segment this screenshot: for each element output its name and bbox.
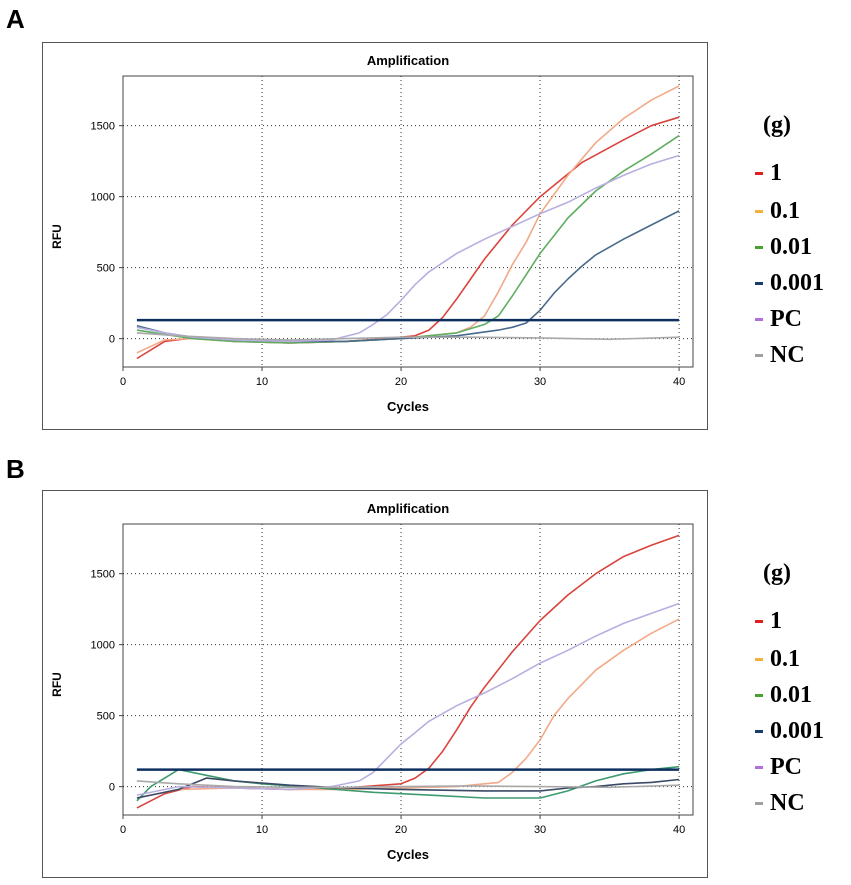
legend-swatch xyxy=(755,172,763,175)
panel-label-b: B xyxy=(6,454,25,484)
y-tick-label: 0 xyxy=(109,782,115,794)
x-tick-label: 30 xyxy=(534,376,546,388)
chart-frame-b: Amplification 0 10 20 30 40 0 500 1000 1500 Cycles… xyxy=(42,490,708,878)
x-tick-label: 0 xyxy=(120,376,126,388)
legend-item-0-001: 0.001 xyxy=(755,270,824,297)
legend-item-0-1: 0.1 xyxy=(755,646,800,673)
plot-area xyxy=(122,523,694,816)
legend-item-pc: PC xyxy=(755,306,802,333)
legend-swatch xyxy=(755,282,763,285)
panel-label-a: A xyxy=(6,4,25,34)
legend-label: 0.001 xyxy=(770,718,824,744)
y-tick-label: 0 xyxy=(109,334,115,346)
y-tick-label: 1000 xyxy=(91,640,115,652)
legend-swatch xyxy=(755,766,763,769)
x-tick-label: 20 xyxy=(395,824,407,836)
legend-swatch xyxy=(755,246,763,249)
legend-item-1: 1 xyxy=(755,160,782,187)
legend-label: 0.01 xyxy=(770,682,812,708)
legend-item-1: 1 xyxy=(755,608,782,635)
series-line-PC xyxy=(136,602,680,796)
legend-swatch xyxy=(755,210,763,213)
chart-title: Amplification xyxy=(367,501,449,516)
x-tick-label: 20 xyxy=(395,376,407,388)
y-axis-label: RFU xyxy=(50,224,64,249)
legend-label: 0.01 xyxy=(770,234,812,260)
x-axis-label: Cycles xyxy=(387,399,429,414)
series-line-NC xyxy=(136,332,680,341)
legend-item-0-1: 0.1 xyxy=(755,198,800,225)
legend-item-0-001: 0.001 xyxy=(755,718,824,745)
legend-item-0-01: 0.01 xyxy=(755,234,812,261)
series-line-0-001 xyxy=(136,777,680,799)
legend-label: PC xyxy=(770,306,802,332)
series-line-PC xyxy=(136,154,680,343)
legend-item-0-01: 0.01 xyxy=(755,682,812,709)
y-tick-label: 500 xyxy=(97,263,115,275)
legend-item-nc: NC xyxy=(755,342,805,369)
legend-label: NC xyxy=(770,790,805,816)
legend-label: 0.001 xyxy=(770,270,824,296)
legend-swatch xyxy=(755,730,763,733)
series-line-0-01 xyxy=(136,765,680,802)
legend-label: 1 xyxy=(770,608,782,634)
legend-item-nc: NC xyxy=(755,790,805,817)
legend-item-pc: PC xyxy=(755,754,802,781)
legend-swatch xyxy=(755,658,763,661)
amplification-chart-a: Amplification 0 10 20 30 40 0 500 1000 1500 Cycles… xyxy=(50,53,694,414)
x-tick-label: 10 xyxy=(256,824,268,836)
y-tick-label: 1000 xyxy=(91,192,115,204)
chart-frame-a: Amplification 0 10 20 30 40 0 500 1000 1500 Cycles… xyxy=(42,42,708,430)
x-axis-label: Cycles xyxy=(387,847,429,862)
y-tick-label: 1500 xyxy=(91,121,115,133)
amplification-chart-b: Amplification 0 10 20 30 40 0 500 1000 1500 Cycles… xyxy=(50,501,694,862)
chart-title: Amplification xyxy=(367,53,449,68)
y-tick-label: 1500 xyxy=(91,569,115,581)
x-tick-label: 10 xyxy=(256,376,268,388)
legend-swatch xyxy=(755,620,763,623)
y-axis-label: RFU xyxy=(50,672,64,697)
legend-label: 0.1 xyxy=(770,646,800,672)
legend-label: 1 xyxy=(770,160,782,186)
legend-swatch xyxy=(755,354,763,357)
legend-swatch xyxy=(755,318,763,321)
legend-label: PC xyxy=(770,754,802,780)
x-tick-label: 30 xyxy=(534,824,546,836)
x-tick-label: 40 xyxy=(673,824,685,836)
y-tick-label: 500 xyxy=(97,711,115,723)
x-tick-label: 0 xyxy=(120,824,126,836)
plot-area xyxy=(122,75,694,368)
legend-title: (g) xyxy=(763,560,791,586)
legend-swatch xyxy=(755,802,763,805)
series-line-NC xyxy=(136,780,680,789)
legend-label: 0.1 xyxy=(770,198,800,224)
legend-title: (g) xyxy=(763,112,791,138)
legend-swatch xyxy=(755,694,763,697)
x-tick-label: 40 xyxy=(673,376,685,388)
legend-label: NC xyxy=(770,342,805,368)
